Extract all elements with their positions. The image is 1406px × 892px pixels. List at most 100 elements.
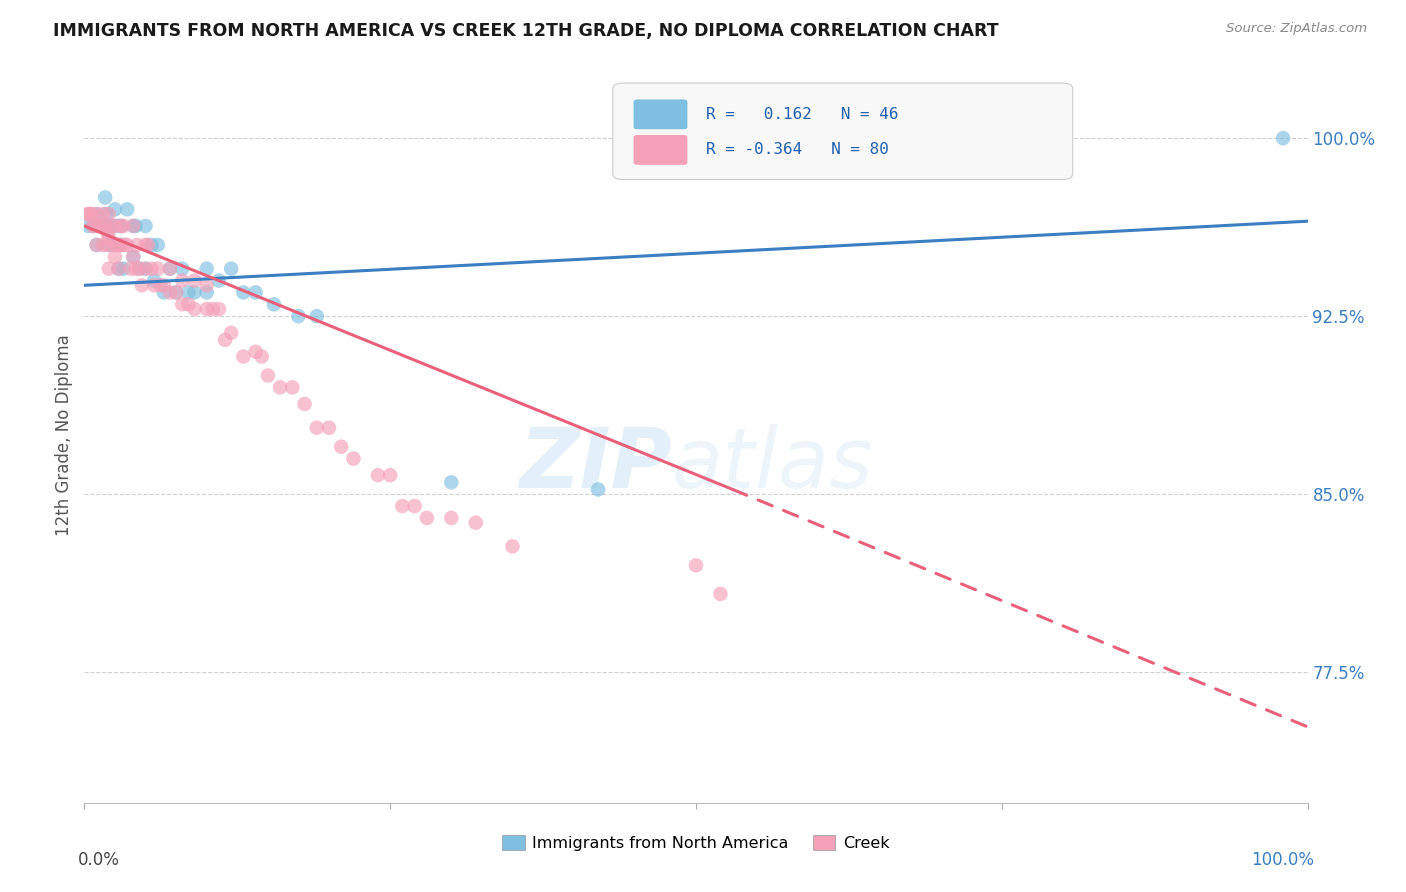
FancyBboxPatch shape [634,135,688,165]
Point [96,207,118,221]
Point [195,278,218,293]
Point [153,285,176,300]
FancyBboxPatch shape [634,100,688,129]
Point [94,219,117,233]
Text: R =   0.162   N = 46: R = 0.162 N = 46 [706,107,898,122]
Point [107,238,129,252]
Point [464,516,486,530]
Text: 100.0%: 100.0% [1251,851,1313,869]
Point [172,261,194,276]
Point [269,380,291,394]
Point [97,226,120,240]
Point [100,219,122,233]
Text: atlas: atlas [672,424,873,505]
Point [153,278,176,293]
Point [110,238,132,252]
Point [86,238,108,252]
Point [82,219,104,233]
Point [1272,131,1295,145]
Point [172,274,194,288]
Text: R = -0.364   N = 80: R = -0.364 N = 80 [706,143,889,157]
Point [136,238,159,252]
Point [143,278,166,293]
Point [685,558,707,573]
Point [104,219,127,233]
Point [165,285,187,300]
Point [183,285,205,300]
Point [440,475,463,490]
Point [208,301,231,316]
Point [94,190,117,204]
Point [245,285,267,300]
Point [96,238,118,252]
Point [122,219,145,233]
Point [76,207,98,221]
Point [100,219,122,233]
Point [305,421,328,435]
Point [245,344,267,359]
Point [257,368,280,383]
Point [586,483,609,497]
Point [97,261,120,276]
Point [177,297,200,311]
Point [83,219,105,233]
Point [97,231,120,245]
Point [172,297,194,311]
Point [135,261,157,276]
Point [97,219,120,233]
Point [131,278,153,293]
Point [128,261,150,276]
Point [159,261,181,276]
Point [232,285,254,300]
Point [208,274,231,288]
FancyBboxPatch shape [613,83,1073,179]
Point [177,285,200,300]
Legend: Immigrants from North America, Creek: Immigrants from North America, Creek [496,829,896,857]
Point [115,238,138,252]
Point [122,250,145,264]
Point [86,238,108,252]
Point [195,261,218,276]
Point [120,261,142,276]
Point [104,238,127,252]
Point [110,219,132,233]
Point [195,301,218,316]
Point [97,238,120,252]
Point [330,440,353,454]
Point [87,219,110,233]
Point [219,326,242,340]
Point [114,238,136,252]
Y-axis label: 12th Grade, No Diploma: 12th Grade, No Diploma [55,334,73,536]
Point [122,219,145,233]
Point [502,540,524,554]
Point [318,421,340,435]
Point [86,207,108,221]
Point [294,397,316,411]
Point [91,219,114,233]
Point [128,261,150,276]
Point [263,297,285,311]
Point [112,261,135,276]
Point [404,499,426,513]
Point [149,278,172,293]
Point [380,468,402,483]
Point [201,301,224,316]
Point [165,285,187,300]
Point [107,261,129,276]
Point [391,499,413,513]
Point [305,309,328,323]
Point [80,207,103,221]
Point [107,261,129,276]
Point [135,261,157,276]
Point [112,219,135,233]
Point [183,301,205,316]
Point [104,250,127,264]
Point [287,309,309,323]
Point [125,261,148,276]
Point [219,261,242,276]
Point [135,219,157,233]
Point [115,202,138,217]
Point [367,468,389,483]
Point [105,238,128,252]
Point [135,238,157,252]
